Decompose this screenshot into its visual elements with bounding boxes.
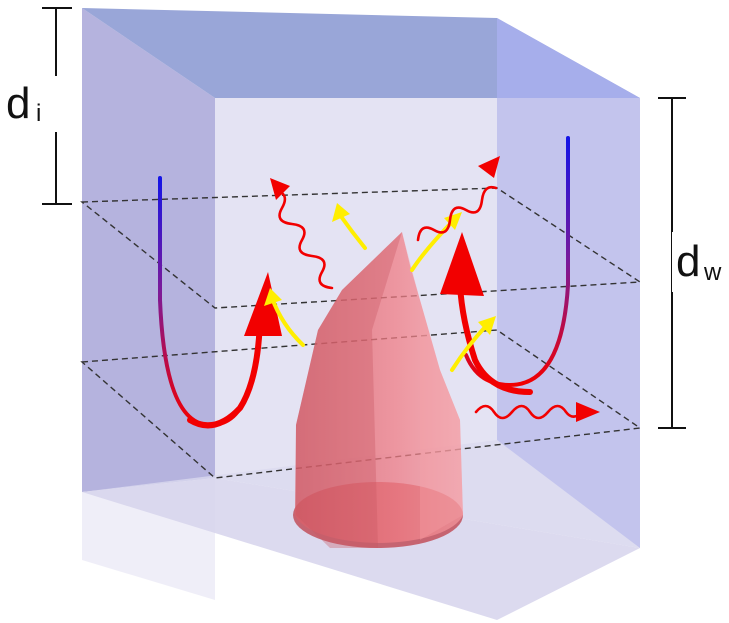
wavy-arrowhead-2-icon — [478, 156, 500, 178]
dw-label-bg — [672, 232, 728, 292]
dw-label: d — [676, 237, 700, 286]
yellow-arrowhead-3-icon — [444, 212, 462, 230]
di-label-bg — [2, 76, 58, 132]
box-front-lower — [82, 478, 215, 600]
dw-label-subscript: w — [703, 259, 722, 286]
yellow-arrowhead-4-icon — [478, 316, 496, 335]
wavy-arrowhead-3-icon — [576, 402, 600, 422]
yellow-arrows — [264, 203, 496, 372]
pillar-facet — [296, 232, 402, 548]
pillar-body — [295, 232, 463, 543]
di-label-subscript: i — [36, 100, 41, 127]
pillar-facet-right — [402, 232, 463, 540]
left-red-arrowhead-icon — [244, 272, 282, 336]
left-red-curved-arrow — [187, 317, 263, 429]
yellow-arrow-4 — [450, 323, 489, 372]
right-red-curved-arrow — [457, 282, 533, 395]
right-red-arrowhead-icon — [440, 232, 484, 296]
yellow-arrow-2 — [338, 213, 367, 250]
wavy-arrow-icon — [474, 404, 582, 420]
pillar — [293, 232, 463, 548]
right-well-curve — [464, 136, 570, 388]
yellow-arrowhead-1-icon — [264, 288, 282, 306]
box-left-face — [82, 8, 215, 492]
wavy-arrow-icon — [416, 185, 498, 242]
yellow-arrowhead-2-icon — [332, 203, 350, 222]
di-label: d — [6, 79, 30, 128]
wavy-arrowhead-1-icon — [270, 178, 290, 200]
wavy-arrows — [270, 156, 600, 422]
wavy-arrow-icon — [274, 188, 334, 290]
red-curved-arrows — [187, 232, 533, 429]
box-bottom-face — [82, 478, 640, 620]
